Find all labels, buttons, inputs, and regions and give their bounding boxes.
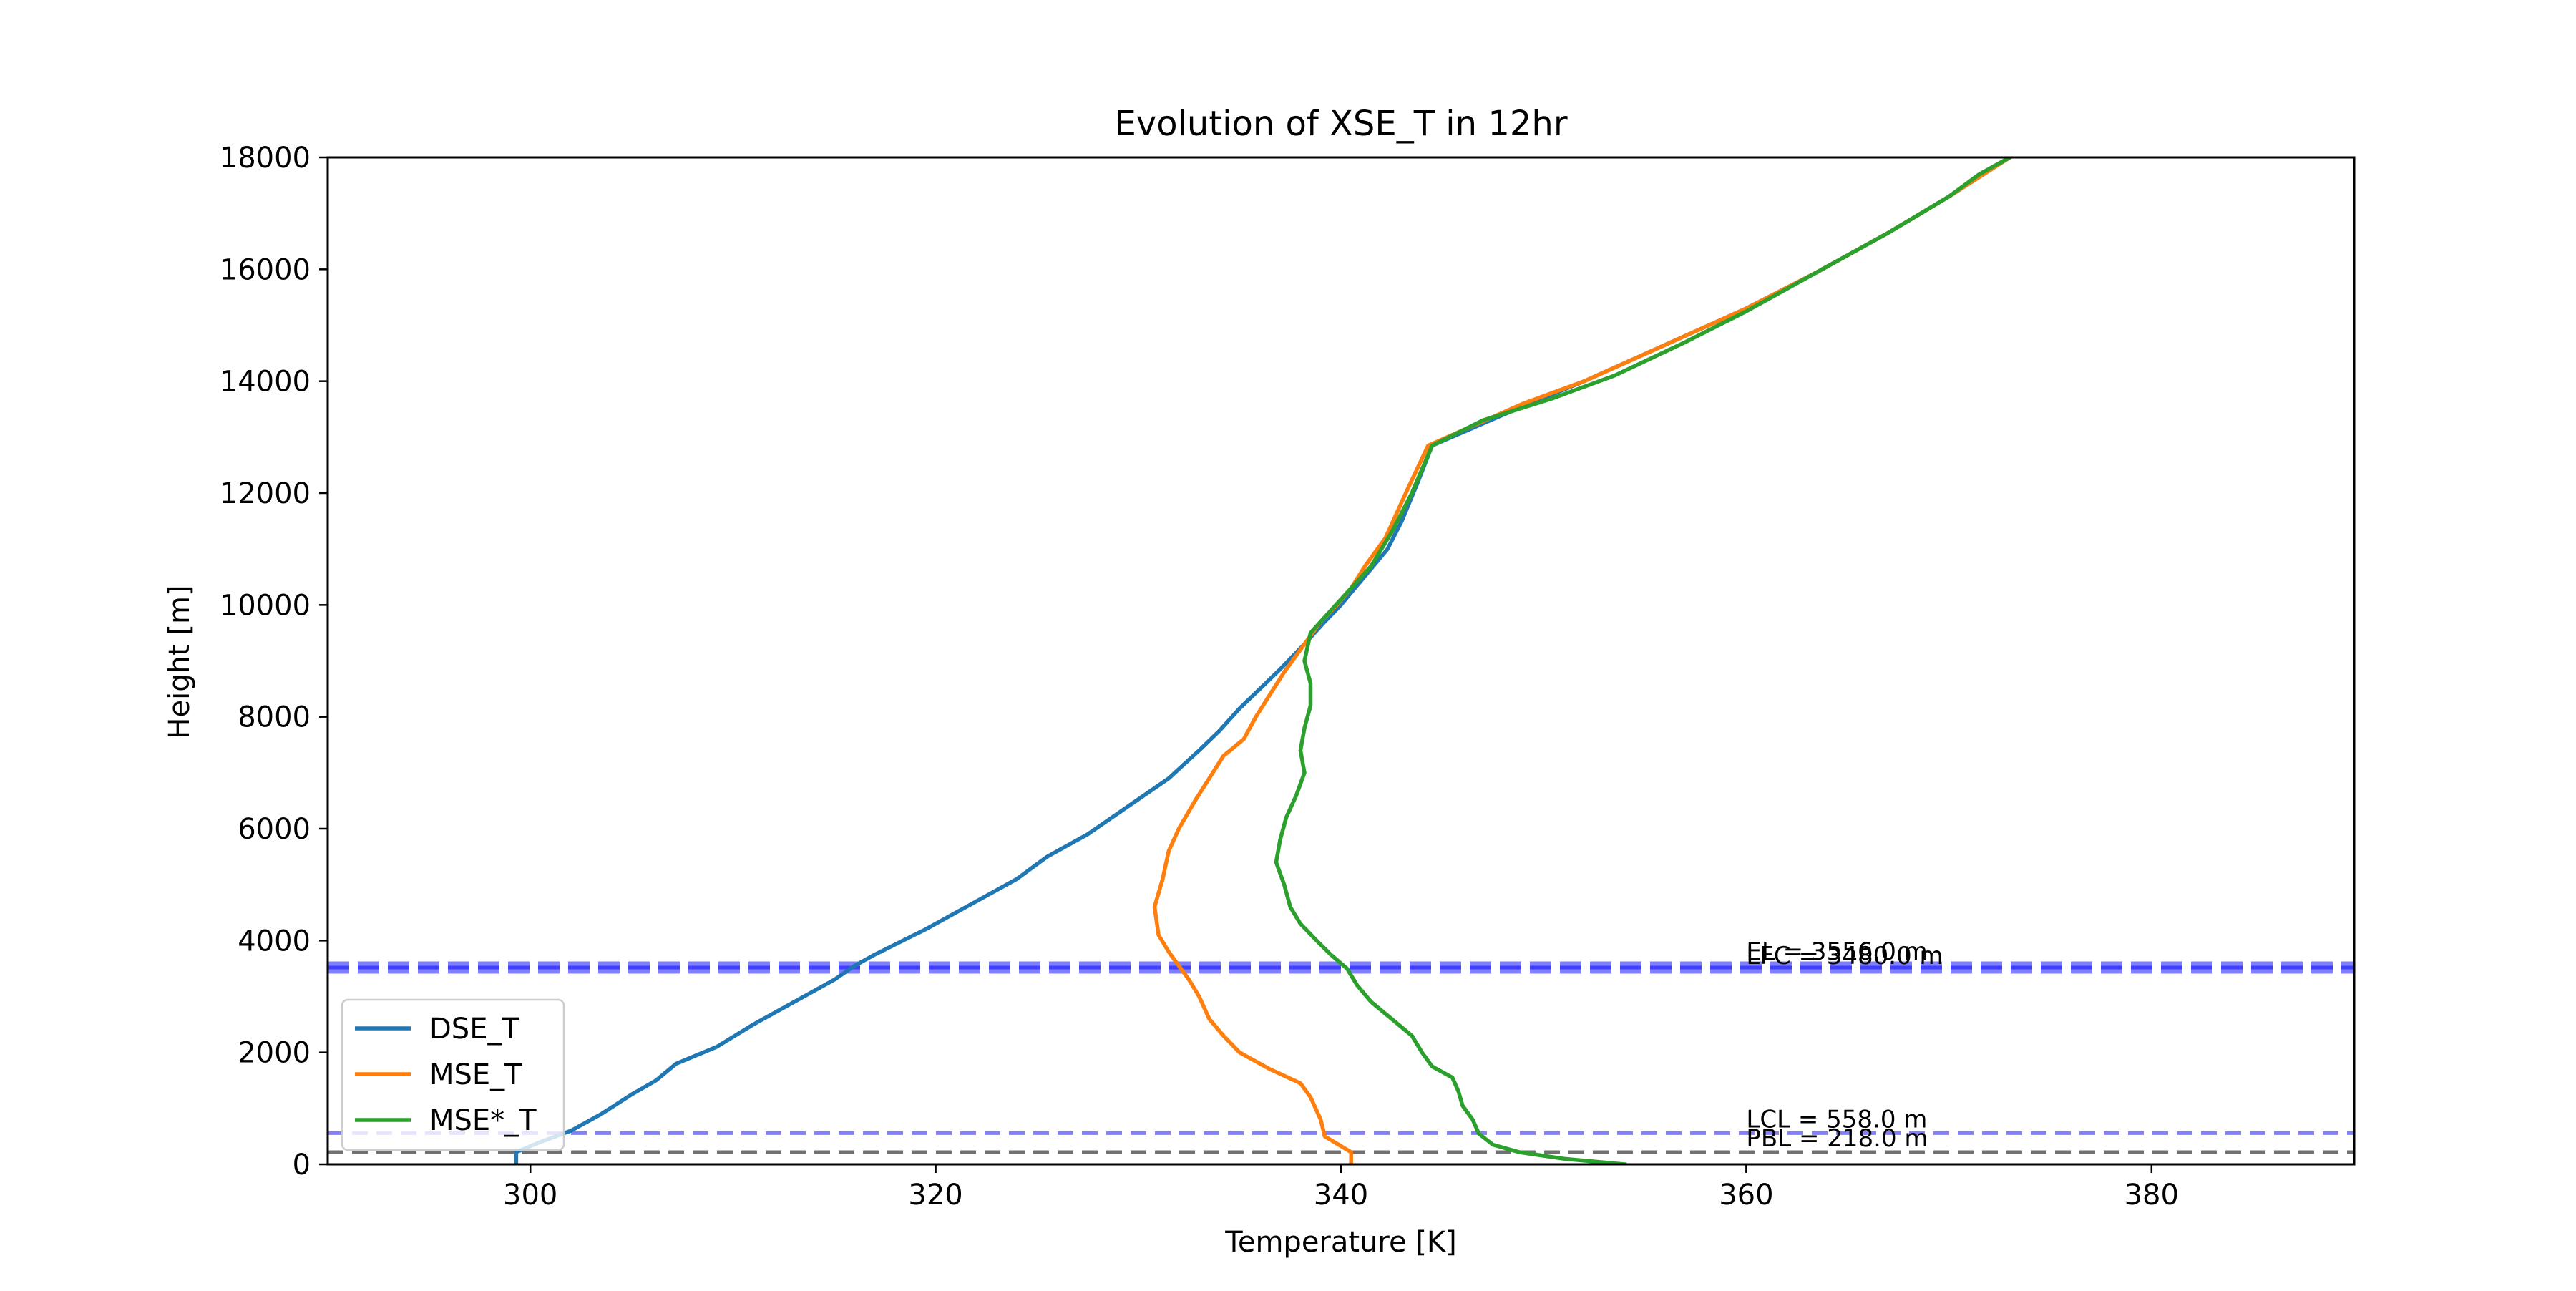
x-axis-label: Temperature [K] bbox=[1224, 1226, 1457, 1259]
y-tick-label: 14000 bbox=[220, 366, 311, 399]
legend: DSE_T MSE_T MSE*_T bbox=[341, 998, 565, 1151]
chart-title: Evolution of XSE_T in 12hr bbox=[1114, 104, 1567, 144]
y-tick-label: 10000 bbox=[220, 589, 311, 622]
legend-label: DSE_T bbox=[429, 1013, 519, 1046]
y-tick-label: 12000 bbox=[220, 477, 311, 510]
series-line-mse-t bbox=[1152, 157, 2013, 1164]
series-line-dse-t bbox=[514, 157, 2013, 1164]
x-tick-label: 360 bbox=[1719, 1179, 1773, 1212]
x-tick-label: 340 bbox=[1314, 1179, 1368, 1212]
y-tick-label: 16000 bbox=[220, 253, 311, 286]
reference-line-label: LCL = 558.0 m bbox=[1746, 1105, 1927, 1134]
legend-label: MSE_T bbox=[429, 1058, 522, 1091]
reference-line-label: LFC = 3480.0 m bbox=[1746, 942, 1943, 970]
y-tick-label: 0 bbox=[293, 1149, 311, 1182]
legend-box bbox=[341, 998, 565, 1151]
y-tick-label: 2000 bbox=[238, 1037, 311, 1070]
y-tick-label: 4000 bbox=[238, 925, 311, 958]
plot-frame bbox=[326, 156, 2356, 1166]
x-tick-label: 380 bbox=[2124, 1179, 2179, 1212]
reference-line-label: PBL = 218.0 m bbox=[1746, 1124, 1928, 1153]
reference-line-label: EL = 3556.0 m bbox=[1746, 937, 1927, 966]
series-line-mse-t bbox=[1274, 157, 2013, 1164]
y-tick-label: 18000 bbox=[220, 142, 311, 175]
y-tick-label: 8000 bbox=[238, 701, 311, 734]
x-tick-label: 320 bbox=[908, 1179, 962, 1212]
legend-label: MSE*_T bbox=[429, 1104, 537, 1137]
x-tick-label: 300 bbox=[503, 1179, 557, 1212]
y-axis-label: Height [m] bbox=[163, 585, 196, 739]
y-tick-label: 6000 bbox=[238, 813, 311, 846]
